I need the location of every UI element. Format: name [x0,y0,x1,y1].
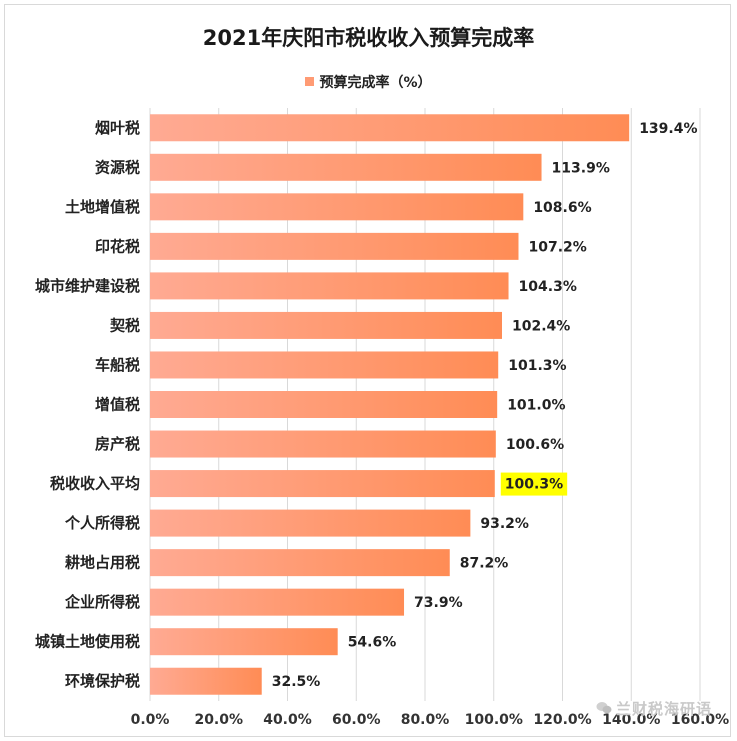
data-label: 93.2% [480,516,529,532]
data-label: 101.0% [507,398,565,414]
x-tick-label: 40.0% [263,712,312,728]
category-label: 契税 [109,316,140,334]
legend-swatch [305,77,315,86]
category-label: 个人所得税 [64,514,140,532]
category-label: 土地增值税 [65,198,140,216]
x-tick-label: 20.0% [194,712,243,728]
x-tick-label: 120.0% [533,712,591,728]
bar [150,628,338,656]
data-label: 54.6% [348,635,397,651]
watermark: 兰财税海研语 [596,698,712,719]
bar [150,549,450,577]
bar [150,351,499,379]
bar [150,232,519,260]
highlight-box [500,472,568,496]
data-label: 32.5% [272,674,321,690]
data-label: 100.6% [506,437,564,453]
data-label: 107.2% [529,239,587,255]
data-label: 104.3% [519,279,577,295]
bar [150,667,262,695]
category-label: 企业所得税 [64,593,140,611]
bar [150,588,405,616]
bar [150,114,630,142]
data-label: 139.4% [639,121,697,137]
x-tick-label: 100.0% [465,712,523,728]
category-label: 烟叶税 [95,119,140,137]
bar [150,272,509,300]
data-label: 73.9% [414,595,463,611]
wechat-icon [596,702,612,714]
x-tick-label: 80.0% [401,712,450,728]
x-tick-label: 0.0% [131,712,170,728]
data-label: 113.9% [552,160,610,176]
category-label: 环境保护税 [65,672,140,690]
category-label: 车船税 [95,356,140,374]
category-label: 房产税 [95,435,140,453]
category-label: 城市维护建设税 [35,277,140,295]
bar [150,311,502,339]
data-label: 101.3% [508,358,566,374]
bar [150,193,524,221]
watermark-text: 兰财税海研语 [616,700,713,718]
bar [150,430,496,458]
bar [150,509,471,537]
category-label: 税收收入平均 [50,475,140,493]
bar [150,470,495,498]
data-label: 108.6% [533,200,591,216]
bar [150,153,542,181]
chart-title: 2021年庆阳市税收收入预算完成率 [202,26,535,50]
bar [150,391,498,418]
legend-label: 预算完成率（%） [319,75,432,91]
data-label: 100.3% [505,477,563,493]
x-tick-label: 140.0% [602,712,660,728]
category-label: 耕地占用税 [65,554,140,572]
category-label: 城镇土地使用税 [35,633,140,651]
category-label: 增值税 [95,396,140,414]
legend: 预算完成率（%） [0,72,737,92]
x-tick-label: 160.0% [671,712,729,728]
category-label: 资源税 [95,158,140,176]
category-label: 印花税 [95,237,140,255]
data-label: 102.4% [512,318,570,334]
data-label: 87.2% [460,556,509,572]
x-tick-label: 60.0% [332,712,381,728]
